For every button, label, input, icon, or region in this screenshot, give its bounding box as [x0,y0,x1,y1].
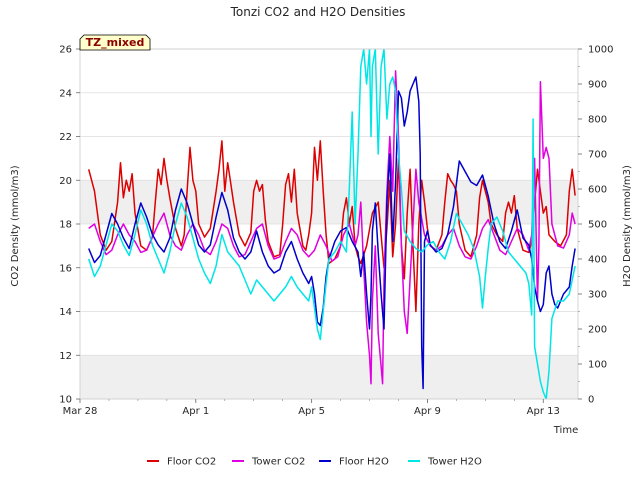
y2-tick-label: 100 [588,360,607,371]
y-axis-right-title: H2O Density (mmol/m3) [622,165,633,287]
site-badge: TZ_mixed [79,34,151,51]
series-line-floor-co2 [87,140,576,313]
series-line-tower-co2 [88,70,576,385]
y2-tick-label: 1000 [588,45,613,56]
legend-item: Tower H2O [408,457,482,468]
y2-tick-label: 700 [588,150,607,161]
series-line-floor-h2o [88,76,576,390]
y-axis-right-ticks: 0 100 200 300 400 500 600 700 800 900 1000 [578,45,613,406]
legend-item: Floor CO2 [147,457,216,468]
background-band [80,180,578,224]
legend-label: Floor H2O [339,457,389,468]
legend-item: Tower CO2 [232,457,305,468]
legend-label: Tower H2O [427,457,482,468]
plot-area [87,49,576,399]
y-tick-label: 24 [59,88,72,99]
y2-tick-label: 200 [588,325,607,336]
y2-tick-label: 400 [588,255,607,266]
chart-title: Tonzi CO2 and H2O Densities [230,5,406,19]
y-axis-left-title: CO2 Density (mmol/m3) [10,165,21,286]
y-tick-label: 26 [59,45,72,56]
x-tick-label: Apr 1 [182,406,209,417]
y-tick-label: 12 [59,351,72,362]
legend-item: Floor H2O [319,457,389,468]
y-tick-label: 14 [59,307,72,318]
site-badge-box [79,34,151,51]
y2-tick-label: 900 [588,80,607,91]
y-tick-label: 10 [59,395,72,406]
x-tick-label: Apr 13 [527,406,560,417]
x-axis-ticks: Mar 28 Apr 1 Apr 5 Apr 9 Apr 13 [63,399,560,417]
legend-label: Tower CO2 [251,457,305,468]
legend: Floor CO2 Tower CO2 Floor H2O Tower H2O [147,457,482,468]
x-tick-label: Apr 5 [298,406,325,417]
x-tick-label: Mar 28 [63,406,98,417]
series-line-tower-h2o [87,49,576,399]
background-band [80,355,578,399]
grid-lines [80,48,578,400]
series-layer [87,49,576,399]
y-axis-left-ticks: 10 12 14 16 18 20 22 24 26 [59,45,80,406]
y-tick-label: 16 [59,263,72,274]
y2-tick-label: 800 [588,115,607,126]
legend-label: Floor CO2 [167,457,216,468]
y2-tick-label: 0 [588,395,594,406]
y2-tick-label: 500 [588,220,607,231]
y2-tick-label: 300 [588,290,607,301]
y-tick-label: 22 [59,132,72,143]
y-tick-label: 18 [59,220,72,231]
background-bands [80,180,578,399]
x-tick-label: Apr 9 [414,406,441,417]
x-axis-title: Time [553,425,578,436]
y2-tick-label: 600 [588,185,607,196]
site-badge-label: TZ_mixed [86,36,145,49]
y-tick-label: 20 [59,176,72,187]
